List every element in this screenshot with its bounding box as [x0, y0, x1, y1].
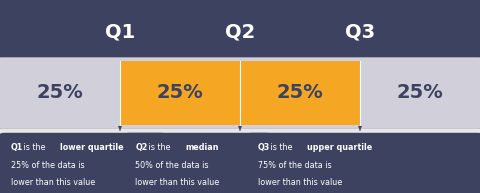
- Text: upper quartile: upper quartile: [307, 143, 372, 152]
- Text: lower than this value: lower than this value: [258, 178, 342, 187]
- FancyBboxPatch shape: [246, 133, 480, 193]
- Text: lower than this value: lower than this value: [135, 178, 220, 187]
- Text: lower than this value: lower than this value: [11, 178, 95, 187]
- Text: Q1: Q1: [11, 143, 23, 152]
- Text: is the: is the: [268, 143, 296, 152]
- Text: 25%: 25%: [156, 83, 204, 102]
- FancyBboxPatch shape: [0, 0, 480, 129]
- Text: 25% of the data is: 25% of the data is: [11, 162, 84, 170]
- Bar: [120, 61, 360, 125]
- Text: 25%: 25%: [396, 83, 444, 102]
- Text: lower quartile: lower quartile: [60, 143, 124, 152]
- Text: is the: is the: [146, 143, 173, 152]
- FancyBboxPatch shape: [0, 133, 167, 193]
- Text: 25%: 25%: [276, 83, 324, 102]
- Text: Q3: Q3: [258, 143, 270, 152]
- Text: 25%: 25%: [36, 83, 84, 102]
- FancyBboxPatch shape: [0, 57, 480, 129]
- Text: is the: is the: [21, 143, 48, 152]
- Text: Q2: Q2: [135, 143, 148, 152]
- Text: Q2: Q2: [225, 22, 255, 41]
- Text: 75% of the data is: 75% of the data is: [258, 162, 331, 170]
- Text: median: median: [185, 143, 218, 152]
- FancyBboxPatch shape: [124, 133, 272, 193]
- Text: Q3: Q3: [345, 22, 375, 41]
- Text: 50% of the data is: 50% of the data is: [135, 162, 209, 170]
- Text: Q1: Q1: [105, 22, 135, 41]
